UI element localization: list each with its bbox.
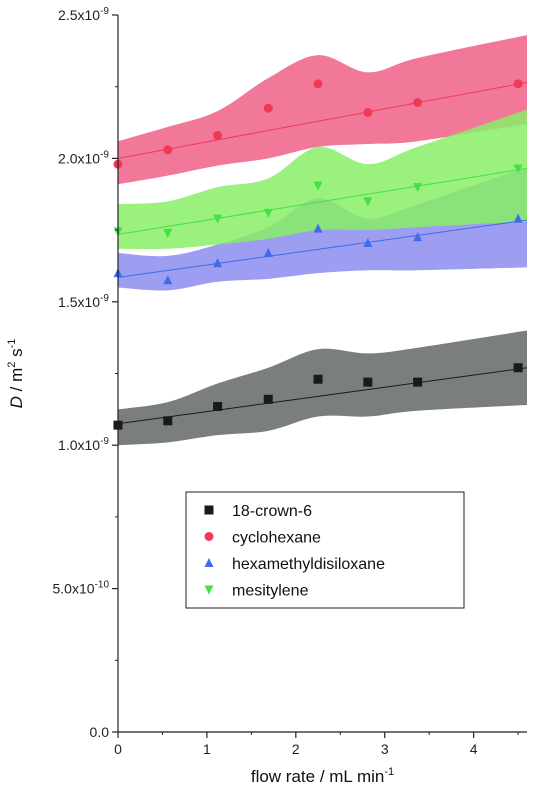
legend-label-cyclohexane: cyclohexane [232, 530, 321, 547]
legend-label-hexamethyldisiloxane: hexamethyldisiloxane [232, 556, 385, 573]
legend-marker-hexamethyldisiloxane [204, 558, 214, 567]
point-18-crown-6 [363, 377, 373, 387]
band-18-crown-6 [118, 330, 527, 446]
fit-line-mesitylene [117, 167, 528, 235]
point-cyclohexane [413, 97, 423, 107]
point-hexamethyldisiloxane [313, 223, 323, 233]
x-tick-label: 1 [203, 741, 211, 757]
band-cyclohexane [118, 35, 527, 185]
point-cyclohexane [213, 130, 223, 140]
y-tick-label: 5.0x10-10 [53, 580, 110, 597]
x-tick-label: 0 [114, 741, 122, 757]
point-18-crown-6 [513, 363, 523, 373]
legend-label-mesitylene: mesitylene [232, 583, 309, 600]
x-tick-label: 3 [381, 741, 389, 757]
point-cyclohexane [163, 145, 173, 155]
axis-ticks: 0.0 5.0x10-10 1.0x10-9 1.5x10-9 2.0x10-9 2.5x… [53, 6, 519, 757]
x-tick-label: 4 [470, 741, 478, 757]
legend-marker-cyclohexane [204, 532, 214, 541]
y-tick-label: 0.0 [90, 724, 110, 740]
legend-marker-18-crown-6 [204, 505, 214, 515]
point-mesitylene [213, 214, 223, 224]
point-18-crown-6 [213, 401, 223, 411]
legend-label-18-crown-6: 18-crown-6 [232, 503, 312, 520]
point-mesitylene [313, 181, 323, 191]
y-tick-label: 1.0x10-9 [58, 436, 109, 453]
y-tick-label: 1.5x10-9 [58, 293, 109, 310]
fit-line-cyclohexane [117, 81, 528, 159]
fit-line-18-crown-6 [117, 367, 528, 425]
y-axis-title: D / m2 s-1 [6, 339, 26, 409]
legend-box [185, 491, 465, 609]
fit-lines [117, 81, 528, 425]
point-cyclohexane [313, 79, 323, 89]
point-mesitylene [263, 208, 273, 218]
point-cyclohexane [263, 103, 273, 113]
point-hexamethyldisiloxane [163, 275, 173, 285]
point-18-crown-6 [163, 416, 173, 426]
x-tick-label: 2 [292, 741, 300, 757]
point-mesitylene [163, 228, 173, 238]
x-axis-title: flow rate / mL min-1 [251, 766, 394, 786]
y-tick-label: 2.0x10-9 [58, 149, 109, 166]
point-hexamethyldisiloxane [213, 258, 223, 268]
point-cyclohexane [513, 79, 523, 89]
point-18-crown-6 [413, 377, 423, 387]
point-hexamethyldisiloxane [513, 213, 523, 223]
band-mesitylene [118, 109, 527, 250]
fit-line-hexamethyldisiloxane [117, 219, 528, 278]
point-cyclohexane [363, 108, 373, 118]
point-mesitylene [413, 183, 423, 193]
point-hexamethyldisiloxane [413, 232, 423, 242]
y-tick-label: 2.5x10-9 [58, 6, 109, 23]
point-mesitylene [513, 164, 523, 174]
point-mesitylene [363, 197, 373, 207]
point-hexamethyldisiloxane [263, 248, 273, 258]
confidence-bands [118, 35, 527, 446]
legend-marker-mesitylene [204, 585, 214, 595]
point-18-crown-6 [313, 374, 323, 384]
legend: 18-crown-6 cyclohexane hexamethyldisiloxan… [185, 491, 465, 609]
point-18-crown-6 [263, 394, 273, 404]
point-hexamethyldisiloxane [363, 238, 373, 248]
